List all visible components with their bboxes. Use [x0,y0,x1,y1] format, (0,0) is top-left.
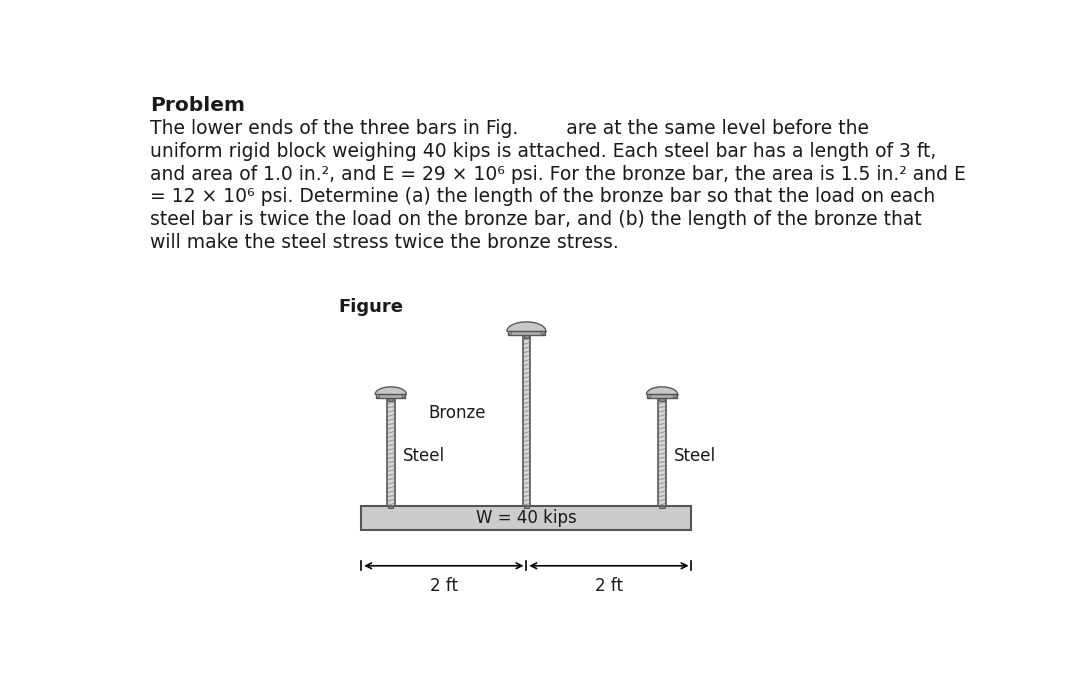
Bar [376,394,405,398]
Bar [658,398,666,506]
Bar [660,506,664,508]
Text: = 12 × 10⁶ psi. Determine (a) the length of the bronze bar so that the load on e: = 12 × 10⁶ psi. Determine (a) the length… [150,187,935,207]
Bar [508,331,544,335]
Text: W = 40 kips: W = 40 kips [476,509,577,527]
Text: Figure: Figure [338,298,403,315]
Text: Steel: Steel [674,447,716,465]
Bar [660,398,664,401]
Bar [647,394,677,398]
Circle shape [509,332,511,334]
Text: 2 ft: 2 ft [430,577,458,595]
Polygon shape [647,387,677,394]
Text: uniform rigid block weighing 40 kips is attached. Each steel bar has a length of: uniform rigid block weighing 40 kips is … [150,142,936,161]
Circle shape [541,332,544,334]
Text: Problem: Problem [150,96,245,115]
Polygon shape [507,322,545,331]
Text: will make the steel stress twice the bronze stress.: will make the steel stress twice the bro… [150,232,619,252]
Text: Steel: Steel [403,447,445,465]
Polygon shape [375,387,406,394]
Text: 2 ft: 2 ft [595,577,623,595]
Bar [523,335,530,506]
Circle shape [402,394,405,397]
Bar [362,506,691,530]
Text: The lower ends of the three bars in Fig.        are at the same level before the: The lower ends of the three bars in Fig.… [150,119,869,138]
Circle shape [648,394,650,397]
Bar [387,398,394,506]
Text: steel bar is twice the load on the bronze bar, and (b) the length of the bronze : steel bar is twice the load on the bronz… [150,210,922,229]
Text: Bronze: Bronze [429,403,486,422]
Bar [388,506,393,508]
Circle shape [673,394,676,397]
Text: and area of 1.0 in.², and E = 29 × 10⁶ psi. For the bronze bar, the area is 1.5 : and area of 1.0 in.², and E = 29 × 10⁶ p… [150,165,967,184]
Bar [524,506,529,508]
Circle shape [377,394,379,397]
Bar [524,335,529,338]
Bar [388,398,393,401]
